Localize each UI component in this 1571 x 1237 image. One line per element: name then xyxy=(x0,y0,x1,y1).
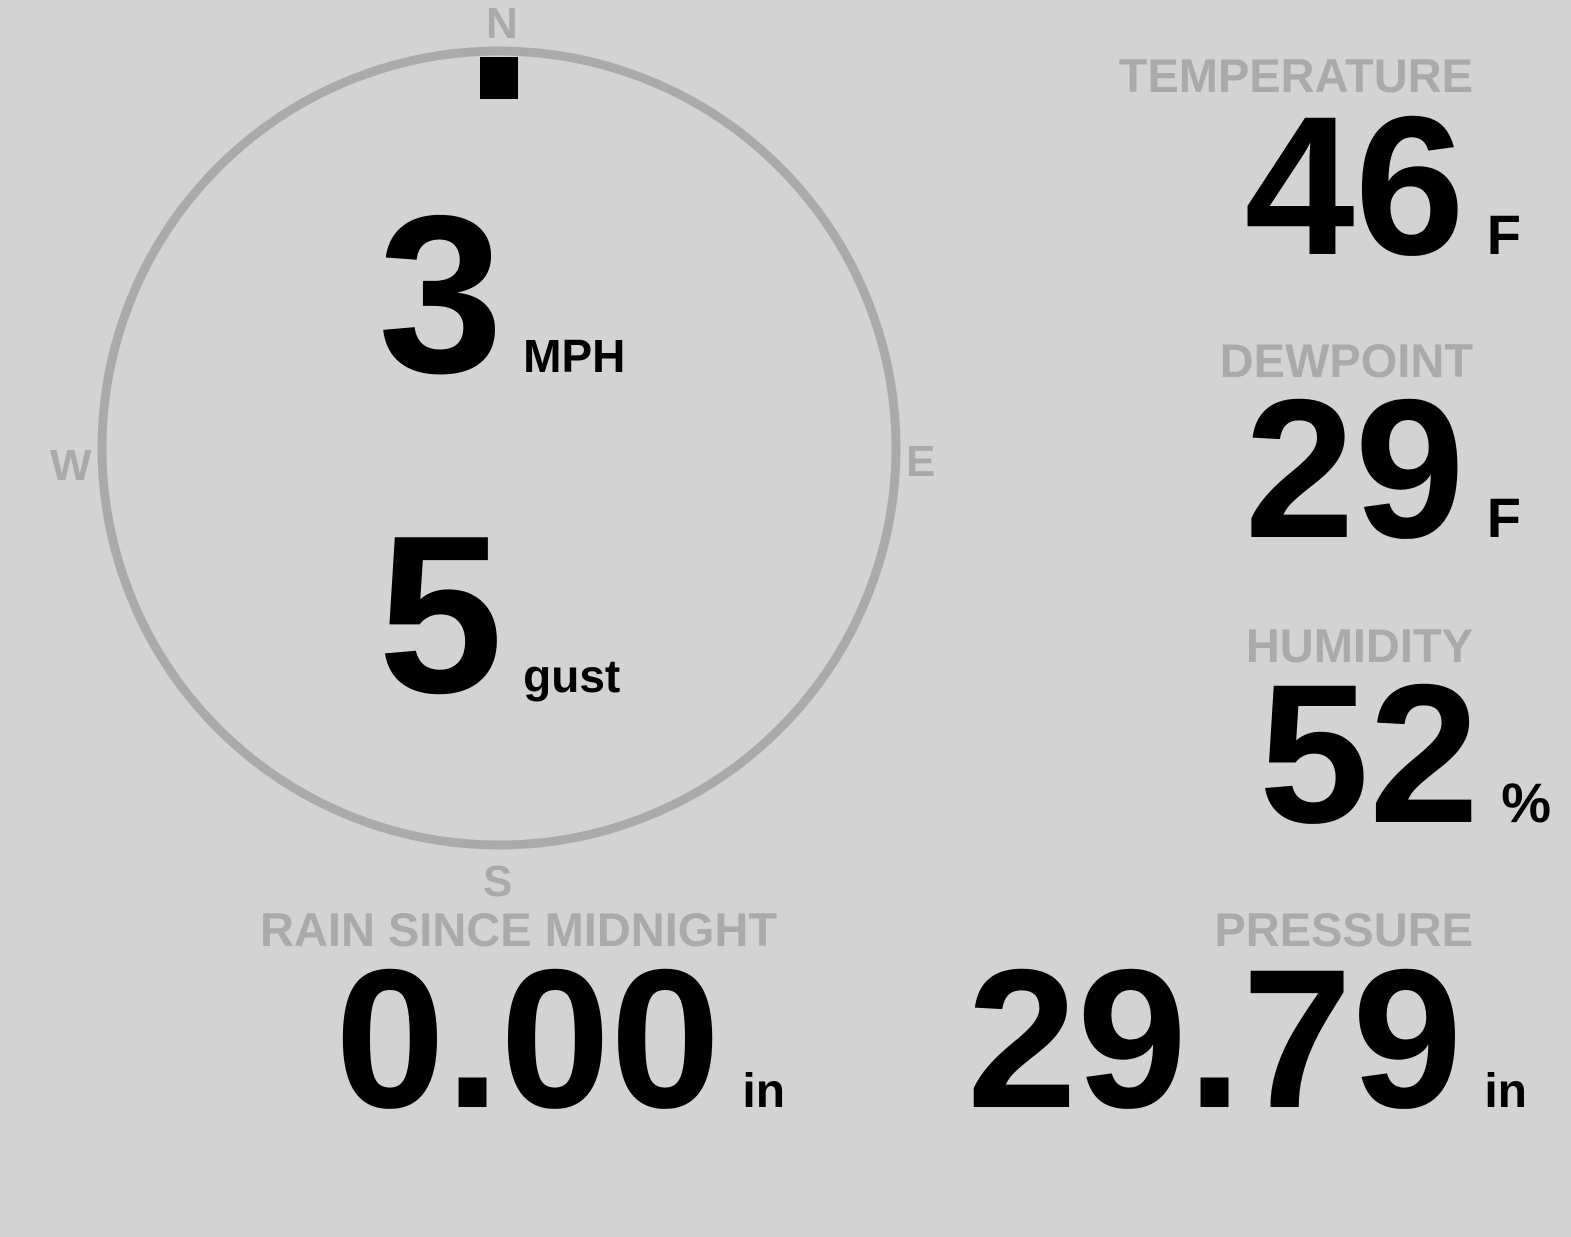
wind-speed-value: 3 xyxy=(378,168,504,420)
humidity-label: HUMIDITY xyxy=(1245,619,1473,672)
temperature-value: 46 xyxy=(1244,75,1465,296)
wind-speed: 3 MPH xyxy=(378,182,625,407)
humidity-unit: % xyxy=(1501,771,1551,834)
wind-gust-label: gust xyxy=(523,650,621,702)
wind-gust: 5 gust xyxy=(378,502,620,727)
temperature-label: TEMPERATURE xyxy=(1118,49,1473,102)
humidity-value: 52 xyxy=(1258,643,1480,864)
rain-unit: in xyxy=(742,1065,786,1118)
compass-west-label: W xyxy=(50,441,92,490)
dewpoint-reading: 29 F xyxy=(1245,370,1521,568)
compass-north-label: N xyxy=(486,0,518,48)
pressure-reading: 29.79 in xyxy=(967,940,1527,1138)
rain-label: RAIN SINCE MIDNIGHT xyxy=(260,903,777,956)
dewpoint-label: DEWPOINT xyxy=(1219,334,1473,387)
compass-south-label: S xyxy=(483,857,513,906)
rain-value: 0.00 xyxy=(335,928,721,1149)
wind-gust-value: 5 xyxy=(378,488,504,740)
wind-direction-marker xyxy=(480,57,518,99)
wind-compass-dial xyxy=(97,46,901,850)
rain-reading: 0.00 in xyxy=(335,940,785,1138)
temperature-unit: F xyxy=(1486,203,1521,266)
dewpoint-value: 29 xyxy=(1244,358,1465,579)
humidity-reading: 52 % xyxy=(1259,655,1551,853)
dewpoint-unit: F xyxy=(1486,486,1521,549)
temperature-reading: 46 F xyxy=(1245,87,1521,285)
compass-ring xyxy=(97,46,901,850)
pressure-unit: in xyxy=(1484,1065,1527,1118)
wind-speed-unit: MPH xyxy=(523,330,626,382)
pressure-value: 29.79 xyxy=(966,928,1463,1149)
compass-east-label: E xyxy=(906,437,936,486)
pressure-label: PRESSURE xyxy=(1214,903,1473,956)
